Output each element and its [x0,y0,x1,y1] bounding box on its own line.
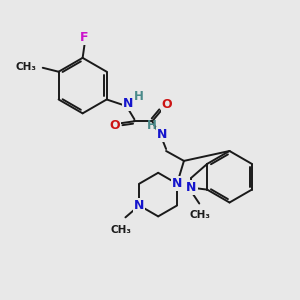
Text: CH₃: CH₃ [111,225,132,235]
Text: H: H [147,119,157,132]
Text: N: N [134,199,145,212]
Text: N: N [157,128,167,141]
Text: CH₃: CH₃ [190,210,211,220]
Text: N: N [172,177,182,190]
Text: H: H [134,90,143,103]
Text: N: N [123,97,134,110]
Text: F: F [80,31,89,44]
Text: N: N [186,181,197,194]
Text: O: O [109,119,120,132]
Text: CH₃: CH₃ [16,62,37,72]
Text: O: O [162,98,172,111]
